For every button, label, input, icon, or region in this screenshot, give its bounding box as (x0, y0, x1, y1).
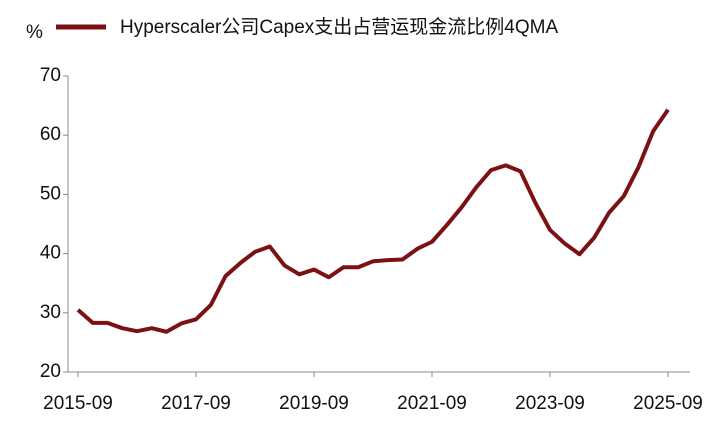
x-tick-label: 2025-09 (633, 393, 703, 414)
y-tick-label: 20 (40, 361, 61, 382)
data-line (76, 108, 670, 334)
x-tick-label: 2023-09 (515, 393, 585, 414)
x-tick-label: 2015-09 (43, 393, 113, 414)
y-axis-label: % (26, 22, 43, 43)
legend-label: Hyperscaler公司Capex支出占营运现金流比例4QMA (120, 16, 558, 38)
y-tick-label: 50 (40, 183, 61, 204)
x-tick-label: 2021-09 (397, 393, 467, 414)
y-tick-label: 40 (40, 243, 61, 264)
y-tick-label: 70 (40, 65, 61, 86)
x-tick-label: 2019-09 (279, 393, 349, 414)
x-tick-label: 2017-09 (161, 393, 231, 414)
y-tick-label: 60 (40, 124, 61, 145)
y-tick-label: 30 (40, 302, 61, 323)
